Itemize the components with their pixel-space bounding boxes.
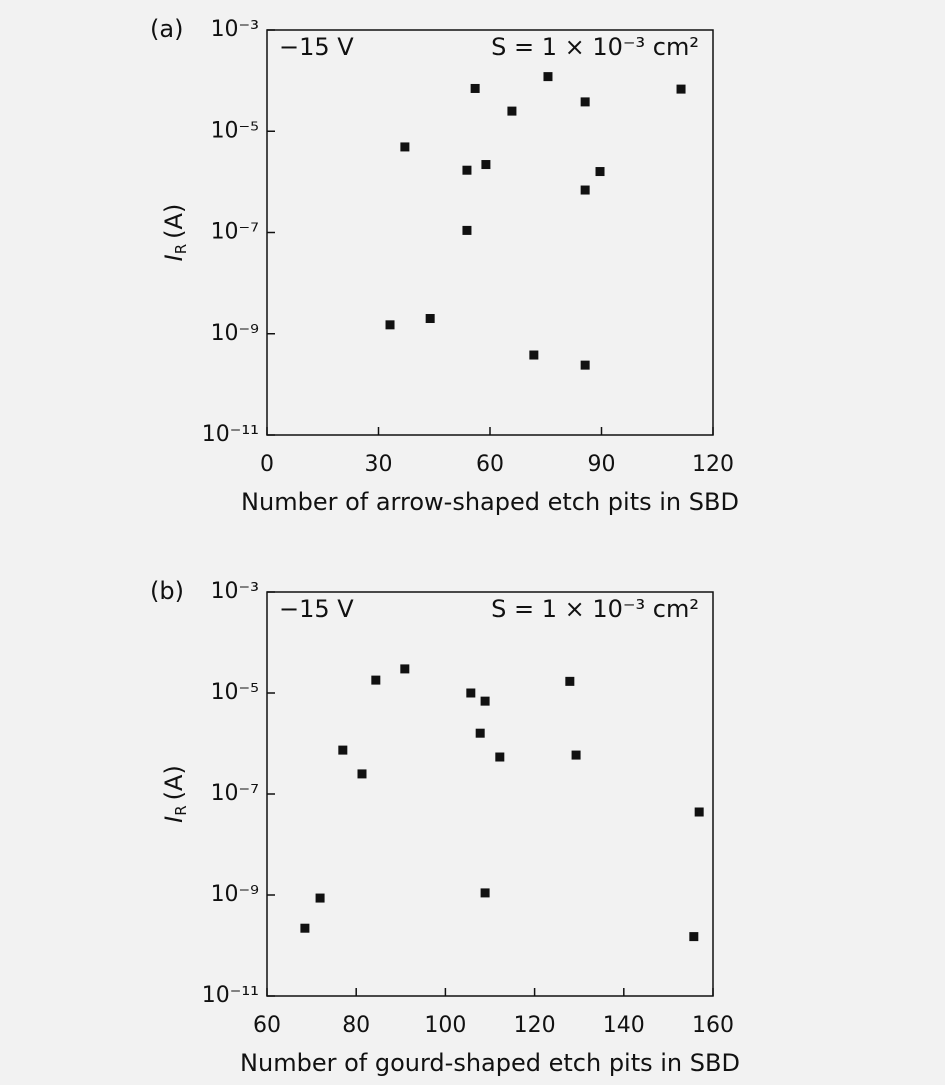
- y-tick-label: 10⁻⁹: [211, 882, 259, 907]
- x-tick-label: 30: [365, 452, 393, 477]
- annotation: −15 V: [279, 595, 354, 623]
- data-point: [676, 84, 686, 94]
- data-point: [462, 225, 472, 235]
- data-point: [565, 676, 575, 686]
- data-point: [580, 97, 590, 107]
- x-tick-label: 80: [342, 1013, 370, 1038]
- x-tick-label: 0: [260, 452, 274, 477]
- panel-label: (a): [150, 15, 183, 43]
- x-axis-label: Number of arrow-shaped etch pits in SBD: [241, 488, 739, 516]
- y-tick-label: 10⁻⁷: [211, 220, 259, 245]
- data-point: [481, 160, 491, 170]
- data-point: [480, 888, 490, 898]
- data-point: [580, 360, 590, 370]
- data-point: [571, 750, 581, 760]
- x-tick-label: 160: [692, 1013, 734, 1038]
- x-tick-label: 90: [588, 452, 616, 477]
- plot-frame: [266, 29, 714, 436]
- annotation: S = 1 × 10⁻³ cm²: [491, 33, 699, 61]
- y-axis-label: IR (A): [160, 204, 190, 262]
- y-axis-label: IR (A): [160, 765, 190, 823]
- data-point: [371, 675, 381, 685]
- data-point: [385, 320, 395, 330]
- data-point: [315, 893, 325, 903]
- y-label-subscript: R: [172, 244, 190, 254]
- x-axis-label: Number of gourd-shaped etch pits in SBD: [240, 1049, 740, 1077]
- y-tick-label: 10⁻⁵: [211, 118, 259, 143]
- annotation: −15 V: [279, 33, 354, 61]
- x-tick-label: 120: [692, 452, 734, 477]
- data-point: [300, 923, 310, 933]
- y-tick-label: 10⁻¹¹: [202, 422, 259, 447]
- data-point: [425, 314, 435, 324]
- data-point: [495, 752, 505, 762]
- data-point: [400, 142, 410, 152]
- data-point: [357, 769, 367, 779]
- x-tick-label: 140: [603, 1013, 645, 1038]
- y-label-symbol: I: [160, 254, 188, 261]
- y-label-subscript: R: [172, 805, 190, 815]
- x-tick-label: 60: [253, 1013, 281, 1038]
- data-point: [543, 72, 553, 82]
- panel-label: (b): [150, 577, 184, 605]
- annotation: S = 1 × 10⁻³ cm²: [491, 595, 699, 623]
- data-point: [466, 688, 476, 698]
- data-point: [462, 165, 472, 175]
- plot-frame: [266, 591, 714, 997]
- y-label-symbol: I: [160, 816, 188, 823]
- data-point: [694, 807, 704, 817]
- data-point: [475, 728, 485, 738]
- x-tick-label: 100: [424, 1013, 466, 1038]
- y-tick-label: 10⁻⁷: [211, 781, 259, 806]
- y-tick-label: 10⁻⁹: [211, 321, 259, 346]
- y-tick-label: 10⁻³: [211, 579, 259, 604]
- x-tick-label: 120: [514, 1013, 556, 1038]
- data-point: [400, 664, 410, 674]
- y-label-unit: (A): [160, 765, 188, 800]
- data-point: [689, 932, 699, 942]
- data-point: [507, 106, 517, 116]
- y-tick-label: 10⁻⁵: [211, 680, 259, 705]
- y-tick-label: 10⁻³: [211, 17, 259, 42]
- data-point: [480, 696, 490, 706]
- data-point: [470, 83, 480, 93]
- data-point: [595, 167, 605, 177]
- data-point: [580, 185, 590, 195]
- data-point: [529, 350, 539, 360]
- y-tick-label: 10⁻¹¹: [202, 983, 259, 1008]
- x-tick-label: 60: [476, 452, 504, 477]
- y-label-unit: (A): [160, 204, 188, 239]
- data-point: [338, 745, 348, 755]
